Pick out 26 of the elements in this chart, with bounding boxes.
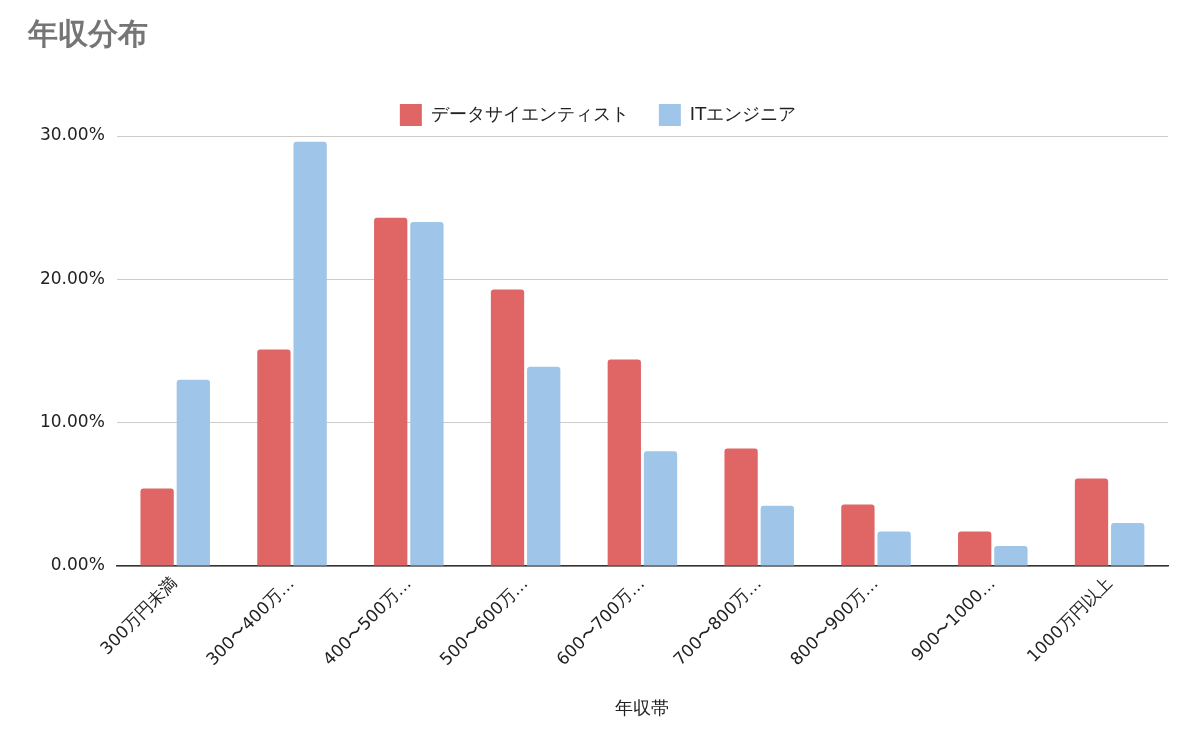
bar	[760, 505, 794, 566]
bar	[257, 349, 291, 566]
bar	[140, 488, 174, 566]
legend-label: ITエンジニア	[689, 102, 797, 124]
y-tick-label: 20.00%	[39, 267, 105, 288]
bar	[1074, 478, 1109, 566]
bar	[410, 222, 444, 566]
y-tick-label: 30.00%	[39, 124, 105, 145]
bar	[607, 359, 641, 566]
bar	[877, 531, 911, 566]
y-tick-label: 0.00%	[50, 554, 105, 575]
bar	[176, 379, 210, 566]
chart-title: 年収分布	[27, 15, 148, 51]
y-tick-label: 10.00%	[39, 411, 105, 432]
x-axis-title: 年収帯	[615, 696, 670, 718]
bar	[1111, 523, 1145, 566]
bar	[724, 448, 758, 566]
bar	[293, 141, 327, 566]
bar	[958, 531, 992, 566]
bar	[374, 217, 408, 566]
bar	[490, 289, 525, 566]
bar	[994, 545, 1028, 566]
bar	[841, 504, 875, 566]
legend-label: データサイエンティスト	[430, 102, 629, 124]
bar	[643, 451, 678, 566]
bar	[527, 366, 561, 566]
